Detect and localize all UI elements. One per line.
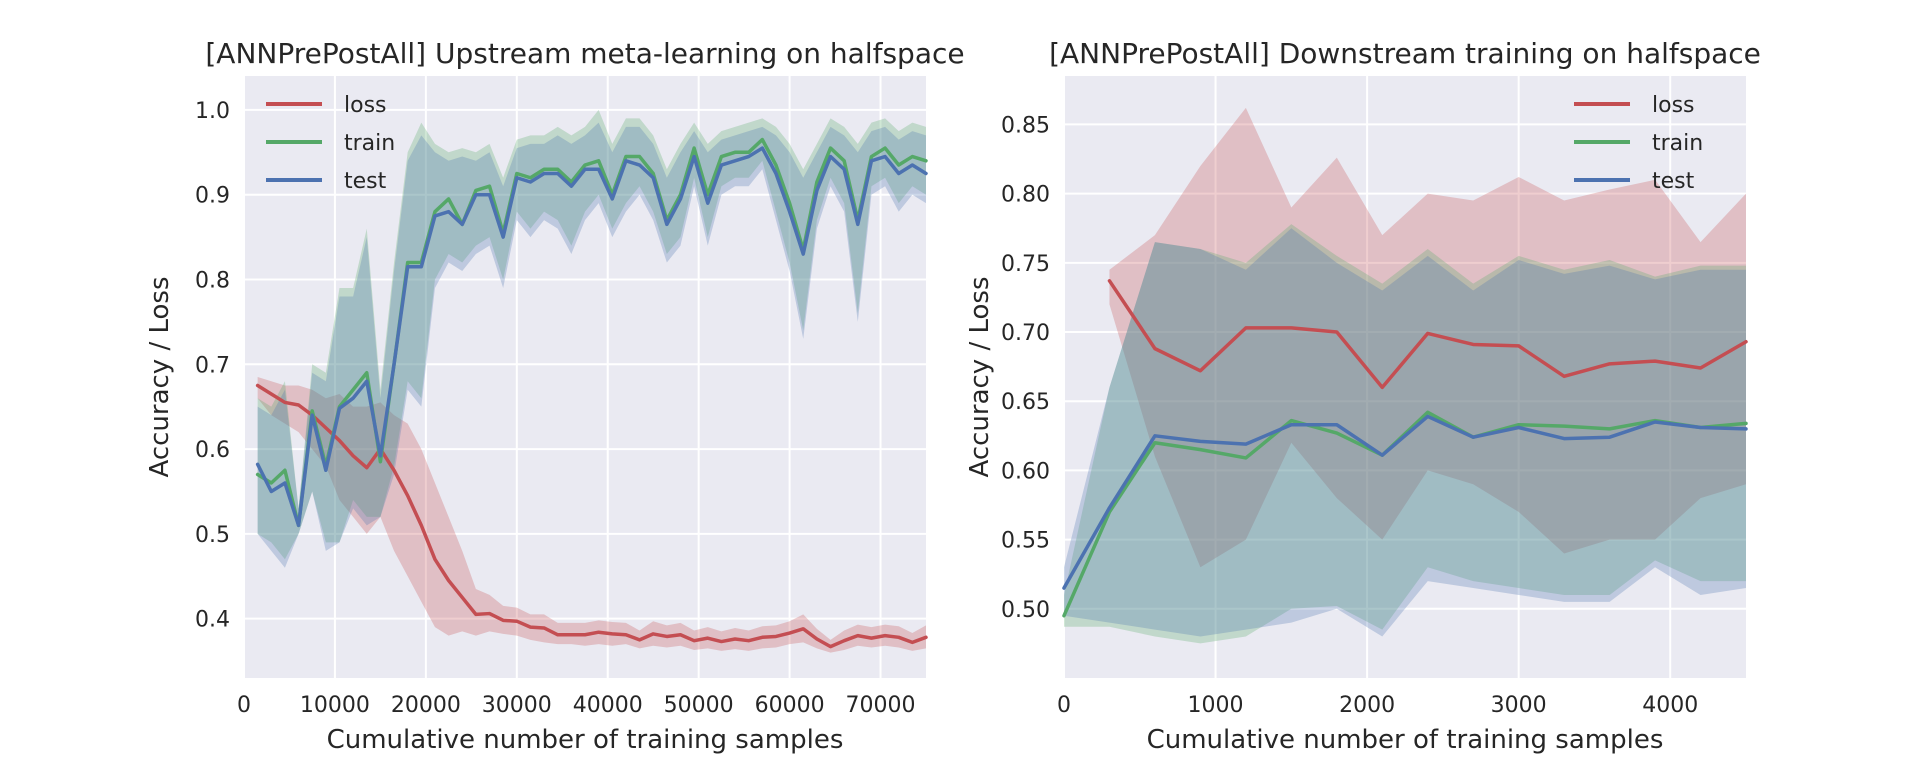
x-axis-label-upstream: Cumulative number of training samples [327,725,844,755]
y-tick-label: 0.7 [195,353,230,378]
y-tick-label: 0.4 [195,608,230,633]
y-tick-label: 0.60 [1001,459,1050,484]
chart-title-upstream: [ANNPrePostAll] Upstream meta-learning o… [205,37,964,70]
x-tick-label: 1000 [1188,693,1244,718]
x-tick-label: 10000 [300,693,370,718]
legend-upstream: loss train test [266,93,395,194]
x-tick-label: 0 [1057,693,1071,718]
x-axis-label-downstream: Cumulative number of training samples [1147,725,1664,755]
series-line-test [255,146,928,528]
y-tick-label: 0.50 [1001,598,1050,623]
x-tick-label: 0 [237,693,251,718]
x-ticks-downstream: 0 1000 2000 3000 4000 [1057,693,1698,718]
legend-label-test: test [344,169,387,194]
x-tick-label: 70000 [846,693,916,718]
lines-upstream [255,137,928,649]
lines-downstream [1062,279,1748,618]
band-train [257,109,926,560]
legend-label-train: train [344,131,395,156]
legend-label-loss: loss [344,93,387,118]
legend-label-train: train [1652,131,1703,156]
band-loss [1109,107,1746,568]
y-tick-label: 0.80 [1001,183,1050,208]
y-tick-label: 0.70 [1001,321,1050,346]
series-line-loss [255,383,928,649]
x-ticks-upstream: 0 10000 20000 30000 40000 50000 60000 70000 [237,693,916,718]
x-tick-label: 40000 [573,693,643,718]
y-tick-label: 0.65 [1001,390,1050,415]
y-tick-label: 0.5 [195,523,230,548]
x-tick-label: 4000 [1642,693,1698,718]
y-ticks-upstream: 0.4 0.5 0.6 0.7 0.8 0.9 1.0 [195,99,230,633]
x-tick-label: 50000 [664,693,734,718]
y-tick-label: 1.0 [195,99,230,124]
band-test [257,122,926,568]
x-tick-label: 2000 [1339,693,1395,718]
plot-area-downstream [1064,76,1746,678]
x-tick-label: 60000 [755,693,825,718]
y-tick-label: 0.9 [195,184,230,209]
legend-label-loss: loss [1652,93,1695,118]
legend-downstream: loss train test [1574,93,1703,194]
y-tick-label: 0.6 [195,438,230,463]
grid-downstream [1063,76,1746,678]
chart-downstream: 0 1000 2000 3000 4000 0.500.550.600.650.700.… [965,37,1761,755]
series-line-test [1062,414,1748,590]
chart-upstream: 0 10000 20000 30000 40000 50000 60000 70000 0.4… [145,37,965,755]
plot-area-upstream [244,76,926,678]
bands-upstream [257,109,926,653]
y-tick-label: 0.55 [1001,529,1050,554]
y-tick-label: 0.75 [1001,252,1050,277]
y-axis-label-upstream: Accuracy / Loss [145,276,175,477]
legend-label-test: test [1652,169,1695,194]
series-line-loss [1107,279,1748,390]
y-axis-label-downstream: Accuracy / Loss [965,276,995,477]
chart-title-downstream: [ANNPrePostAll] Downstream training on h… [1049,37,1761,70]
y-tick-label: 0.8 [195,268,230,293]
band-loss [257,377,926,653]
x-tick-label: 30000 [482,693,552,718]
x-tick-label: 20000 [391,693,461,718]
x-tick-label: 3000 [1491,693,1547,718]
bands-downstream [1064,107,1746,644]
y-ticks-downstream: 0.50 0.55 0.60 0.65 0.70 0.75 0.80 0.85 [1001,113,1050,622]
y-tick-label: 0.85 [1001,113,1050,138]
